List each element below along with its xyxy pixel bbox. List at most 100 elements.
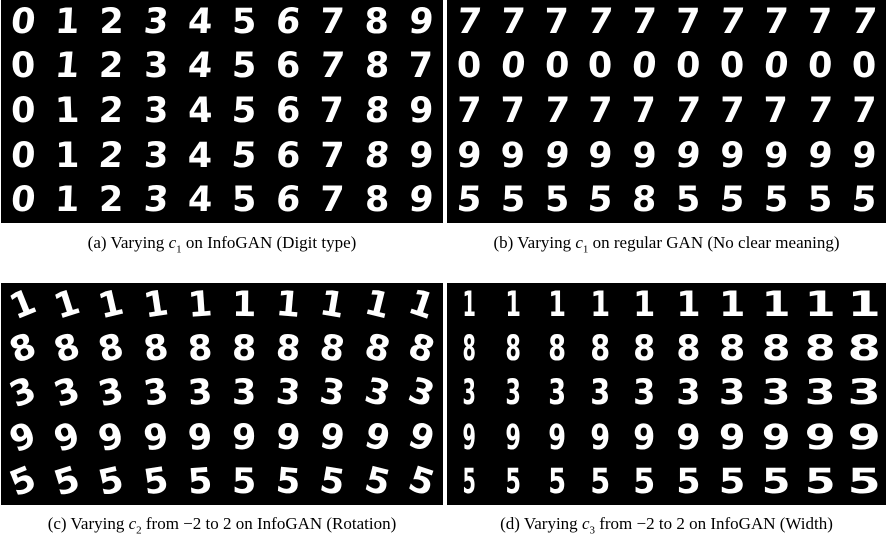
digit-sample: 9 — [850, 135, 878, 176]
digit-sample: 8 — [362, 135, 392, 176]
digit-sample: 0 — [807, 46, 834, 87]
digit-sample: 7 — [319, 1, 346, 42]
digit-sample: 1 — [53, 46, 82, 87]
digit-sample: 9 — [764, 135, 789, 176]
digit-sample: 9 — [587, 135, 614, 176]
digit-sample: 1 — [547, 284, 566, 325]
caption-a: (a) Varying c1 on InfoGAN (Digit type) — [1, 233, 443, 255]
digit-sample: 9 — [805, 135, 835, 176]
digit-sample: 5 — [4, 459, 42, 505]
digit-sample: 7 — [718, 1, 747, 42]
digit-sample: 1 — [231, 284, 257, 325]
digit-sample: 4 — [187, 90, 213, 131]
digit-sample: 9 — [676, 417, 701, 458]
digit-sample: 5 — [231, 180, 257, 221]
digit-sample: 3 — [633, 373, 656, 414]
digit-sample: 9 — [542, 135, 572, 176]
digit-sample: 1 — [633, 284, 656, 325]
digit-sample: 3 — [4, 370, 42, 417]
digit-sample: 1 — [360, 283, 394, 328]
digit-sample: 3 — [360, 371, 394, 416]
digit-sample: 9 — [719, 135, 746, 176]
digit-sample: 7 — [588, 90, 614, 131]
caption-a-prefix: (a) Varying — [87, 233, 169, 252]
digit-sample: 9 — [4, 414, 42, 462]
digit-sample: 7 — [320, 135, 345, 176]
digit-sample: 8 — [363, 46, 390, 87]
digit-sample: 6 — [274, 180, 303, 221]
digit-sample: 3 — [141, 1, 171, 42]
digit-sample: 7 — [543, 90, 571, 131]
digit-sample: 3 — [317, 371, 348, 416]
digit-sample: 7 — [631, 1, 658, 42]
digit-sample: 7 — [319, 180, 346, 221]
digit-sample: 4 — [187, 180, 213, 221]
digit-sample: 8 — [4, 326, 42, 373]
digit-sample: 8 — [547, 329, 566, 370]
digit-sample: 8 — [360, 326, 394, 372]
digit-sample: 2 — [98, 46, 125, 87]
digit-sample: 1 — [186, 283, 214, 326]
digit-sample: 9 — [360, 415, 394, 461]
digit-sample: 3 — [142, 135, 169, 176]
digit-sample: 5 — [590, 462, 611, 503]
digit-sample: 1 — [95, 283, 128, 327]
digit-sample: 5 — [804, 462, 836, 503]
digit-sample: 8 — [363, 90, 391, 131]
digit-sample: 5 — [505, 462, 521, 503]
digit-sample: 3 — [719, 373, 746, 414]
digit-sample: 9 — [140, 416, 171, 460]
digit-sample: 5 — [360, 459, 394, 505]
digit-sample: 1 — [317, 283, 348, 327]
digit-sample: 6 — [275, 135, 302, 176]
digit-sample: 1 — [140, 283, 171, 327]
digit-sample: 4 — [187, 135, 213, 176]
caption-d-suffix: from −2 to 2 on InfoGAN (Width) — [594, 514, 833, 533]
digit-sample: 7 — [849, 1, 879, 42]
digit-sample: 0 — [10, 90, 36, 131]
digit-sample: 5 — [544, 180, 570, 221]
caption-a-subscript: 1 — [176, 243, 182, 256]
digit-sample: 3 — [274, 372, 303, 415]
digit-sample: 9 — [406, 1, 436, 42]
digit-sample: 9 — [719, 417, 746, 458]
digit-sample: 5 — [95, 460, 128, 505]
digit-sample: 3 — [49, 370, 85, 417]
digit-sample: 9 — [462, 417, 476, 458]
digit-sample: 5 — [231, 1, 257, 42]
digit-sample: 0 — [456, 46, 482, 87]
caption-a-suffix: on InfoGAN (Digit type) — [181, 233, 357, 252]
digit-sample: 9 — [407, 180, 435, 221]
digit-sample: 7 — [631, 90, 658, 131]
digit-sample: 7 — [456, 90, 482, 131]
digit-sample: 9 — [761, 417, 791, 458]
digit-sample: 8 — [761, 329, 791, 370]
digit-sample: 9 — [547, 417, 566, 458]
digit-sample: 8 — [403, 326, 439, 372]
digit-sample: 0 — [9, 180, 38, 221]
digit-sample: 1 — [590, 284, 611, 325]
digit-sample: 5 — [140, 460, 171, 504]
digit-sample: 9 — [633, 417, 656, 458]
digit-sample: 8 — [95, 326, 128, 372]
caption-c-suffix: from −2 to 2 on InfoGAN (Rotation) — [141, 514, 397, 533]
digit-sample: 1 — [403, 283, 439, 328]
digit-sample: 7 — [676, 1, 701, 42]
caption-b-suffix: on regular GAN (No clear meaning) — [588, 233, 840, 252]
caption-b: (b) Varying c1 on regular GAN (No clear … — [447, 233, 886, 255]
caption-c-subscript: 2 — [136, 524, 142, 537]
digit-sample: 5 — [317, 460, 348, 505]
digit-sample: 9 — [408, 90, 434, 131]
digit-sample: 8 — [274, 328, 303, 371]
digit-sample: 2 — [99, 1, 124, 42]
caption-d-prefix: (d) Varying — [500, 514, 582, 533]
digit-sample: 8 — [364, 1, 389, 42]
